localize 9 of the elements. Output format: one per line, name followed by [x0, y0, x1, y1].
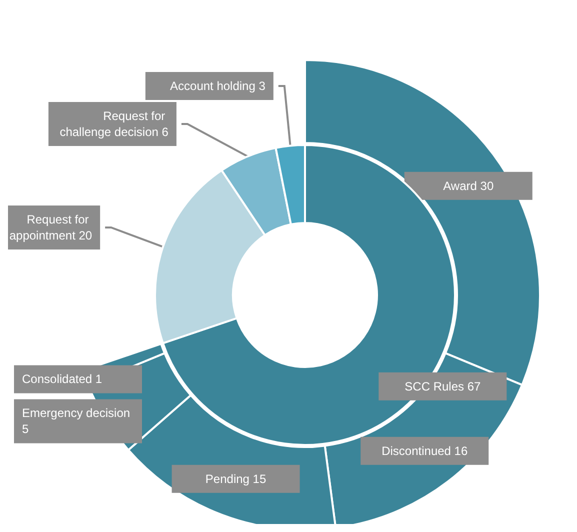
slice-label: SCC Rules 67 — [404, 379, 482, 394]
slice-label: Award 30 — [443, 178, 494, 193]
slice-label: Emergency decision 5 — [22, 406, 134, 436]
slice-label: Pending 15 — [205, 472, 266, 486]
slice-label: Discontinued 16 — [382, 444, 468, 458]
slice-label: Consolidated 1 — [22, 372, 102, 386]
slice-label: Request for challenge decision 6 — [60, 109, 169, 140]
slice-label: Request for appointment 20 — [9, 212, 92, 242]
slice-label: Account holding 3 — [170, 79, 266, 94]
